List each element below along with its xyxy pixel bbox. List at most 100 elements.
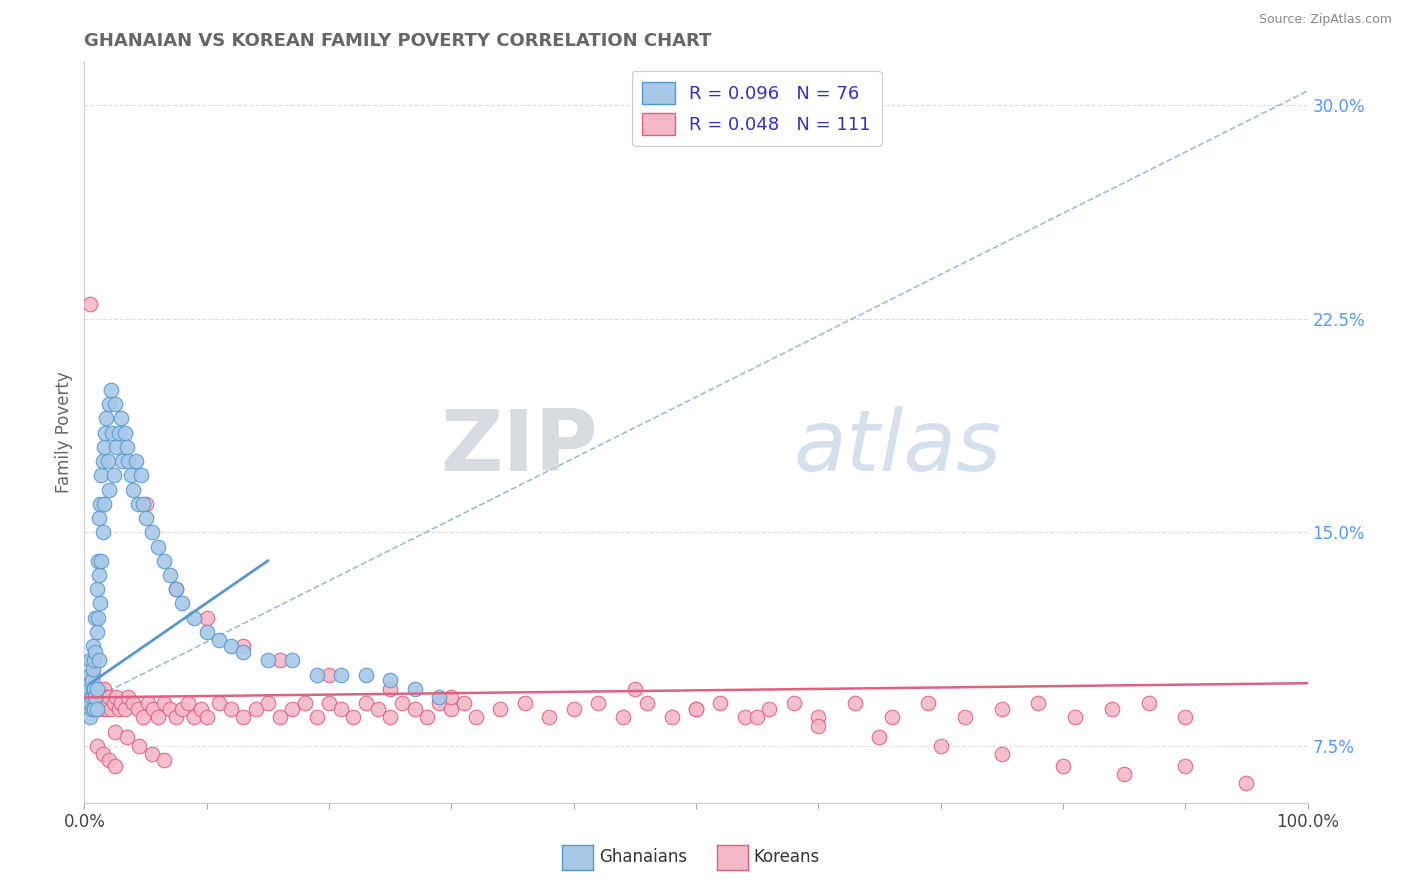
Point [97,454,120,468]
Point [89,497,111,511]
Point [104,724,127,739]
Point [1114,767,1136,781]
Point [79,653,101,667]
Point [1174,758,1197,772]
Point [208,696,231,710]
Point [661,710,683,724]
Point [281,653,304,667]
Point [294,696,316,710]
Point [159,702,181,716]
Point [747,710,769,724]
Point [91,454,114,468]
Point [87,511,110,525]
Text: ZIP: ZIP [440,406,598,489]
Point [380,681,402,696]
Point [142,702,165,716]
Point [79,297,101,311]
Point [177,696,200,710]
Point [96,702,118,716]
Point [87,681,110,696]
Point [624,681,647,696]
Point [612,710,634,724]
Point [107,425,129,440]
Point [709,696,731,710]
Point [97,690,120,705]
Point [86,739,108,753]
Point [87,702,110,716]
Point [97,753,120,767]
Point [183,710,205,724]
Point [110,696,132,710]
Point [87,653,110,667]
Point [90,696,112,710]
Point [869,731,891,745]
Point [1174,710,1197,724]
Point [219,702,242,716]
Point [83,681,105,696]
Point [685,702,707,716]
Point [115,440,138,454]
Point [208,633,231,648]
Point [330,667,353,681]
Point [86,582,108,597]
Point [84,645,107,659]
Point [122,696,145,710]
Point [416,710,439,724]
Text: Koreans: Koreans [754,848,820,866]
Point [219,639,242,653]
Point [82,639,104,653]
Point [129,468,152,483]
Point [89,690,111,705]
Point [100,702,122,716]
Point [136,696,159,710]
Text: GHANAIAN VS KOREAN FAMILY POVERTY CORRELATION CHART: GHANAIAN VS KOREAN FAMILY POVERTY CORREL… [84,32,711,50]
Point [80,653,103,667]
Point [453,696,475,710]
Point [513,696,536,710]
Point [783,696,806,710]
Point [257,696,280,710]
Point [107,702,129,716]
Point [86,624,108,639]
Point [183,610,205,624]
Point [153,753,176,767]
Point [83,653,105,667]
Point [93,440,115,454]
Point [489,702,512,716]
Point [87,610,110,624]
Point [105,690,128,705]
Point [190,702,212,716]
Point [135,497,157,511]
Point [122,483,145,497]
Point [82,662,104,676]
Point [153,554,176,568]
Point [97,483,120,497]
Point [135,511,157,525]
Point [758,702,780,716]
Point [305,667,328,681]
Point [844,696,866,710]
Point [117,690,139,705]
Point [80,702,103,716]
Point [953,710,976,724]
Point [90,468,112,483]
Point [586,696,609,710]
Point [128,739,150,753]
Point [111,454,134,468]
Point [86,681,108,696]
Point [1236,776,1258,790]
Y-axis label: Family Poverty: Family Poverty [55,372,73,493]
Point [97,397,120,411]
Point [132,710,155,724]
Point [991,747,1014,762]
Legend: R = 0.096   N = 76, R = 0.048   N = 111: R = 0.096 N = 76, R = 0.048 N = 111 [631,71,882,146]
Point [232,639,254,653]
Point [538,710,561,724]
Point [141,525,163,540]
Point [79,710,101,724]
Point [82,667,104,681]
Point [84,690,107,705]
Point [91,747,114,762]
Point [104,397,127,411]
Point [685,702,707,716]
